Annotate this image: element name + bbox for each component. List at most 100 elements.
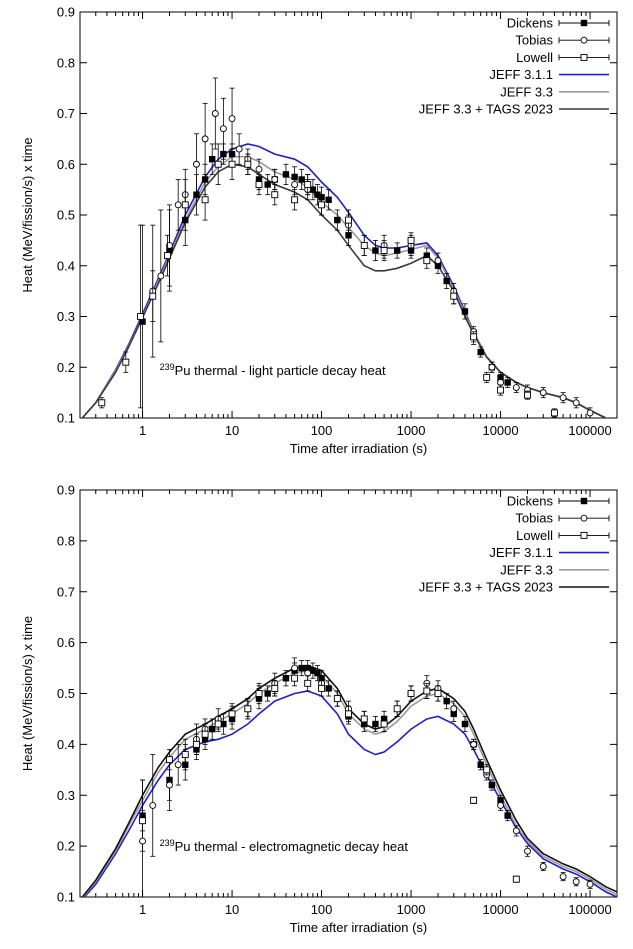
lowell-point xyxy=(434,690,442,697)
y-axis-title: Heat (MeV/fission/s) x time xyxy=(20,137,35,292)
lowell-point xyxy=(360,241,368,249)
y-tick-label: 0.9 xyxy=(57,483,75,498)
x-tick-label: 100000 xyxy=(568,902,611,917)
lowell-point xyxy=(497,386,505,394)
y-tick-label: 0.8 xyxy=(57,533,75,548)
lowell-point xyxy=(483,766,491,774)
tobias-point xyxy=(228,115,236,123)
series-line-jeff-3-3-tags-2023 xyxy=(81,163,608,418)
y-tick-label: 0.5 xyxy=(57,686,75,701)
x-tick-label: 1 xyxy=(139,902,146,917)
lowell-point xyxy=(550,409,558,417)
x-tick-label: 100 xyxy=(311,902,333,917)
lowell-point xyxy=(164,252,171,260)
tobias-point xyxy=(139,837,147,845)
lowell-point xyxy=(318,684,326,692)
dickens-point xyxy=(325,685,332,692)
legend-label: Lowell xyxy=(516,528,553,543)
lowell-point xyxy=(423,257,431,265)
tobias-point xyxy=(497,379,505,386)
lowell-point xyxy=(407,236,415,244)
series-line-jeff-3-3-tags-2023 xyxy=(81,664,617,897)
tobias-point xyxy=(271,176,279,183)
tobias-point xyxy=(559,394,567,402)
lowell-point xyxy=(512,875,520,883)
tobias-point xyxy=(434,257,442,265)
tobias-point xyxy=(166,781,173,789)
lowell-point xyxy=(345,710,352,718)
dickens-point xyxy=(282,675,290,682)
lowell-point xyxy=(181,751,189,758)
tobias-point xyxy=(512,827,520,835)
lowell-point xyxy=(228,710,236,718)
x-tick-label: 10 xyxy=(225,423,239,438)
dickens-point xyxy=(209,155,216,163)
dickens-point xyxy=(461,720,469,728)
y-tick-label: 0.9 xyxy=(57,5,75,20)
lowell-point xyxy=(470,333,478,341)
tobias-point xyxy=(201,135,209,143)
dickens-point xyxy=(209,725,216,733)
tobias-point xyxy=(219,125,227,133)
dickens-point xyxy=(443,697,450,705)
tobias-point xyxy=(572,399,580,407)
y-tick-label: 0.2 xyxy=(57,360,75,375)
dickens-point xyxy=(282,171,290,178)
annotation-text: Pu thermal - light particle decay heat xyxy=(175,363,386,378)
lowell-point xyxy=(137,313,145,320)
chart-panel-bottom: 0.1 0.2 0.3 0.4 0.5 0.6 0.7 0.8 0.9 1 10 100 1000 100… xyxy=(20,483,618,935)
lowell-point xyxy=(450,292,458,300)
y-tick-label: 0.7 xyxy=(57,106,75,121)
lowell-point xyxy=(214,160,222,168)
dickens-point xyxy=(504,379,511,386)
legend-label: JEFF 3.3 xyxy=(500,562,553,577)
dickens-point xyxy=(298,664,305,672)
tobias-point xyxy=(291,664,299,672)
tobias-point xyxy=(174,761,182,769)
y-tick-label: 0.7 xyxy=(57,584,75,599)
lowell-point xyxy=(291,196,299,204)
x-tick-label: 1000 xyxy=(397,423,426,438)
tobias-point xyxy=(572,878,580,886)
tobias-point xyxy=(235,145,243,153)
x-tick-label: 100 xyxy=(311,423,333,438)
annotation-superscript: 239 xyxy=(160,362,175,372)
x-axis-title: Time after irradiation (s) xyxy=(290,441,428,456)
lowell-point xyxy=(333,695,341,703)
tobias-point xyxy=(255,165,263,173)
lowell-point xyxy=(345,216,352,224)
lowell-point xyxy=(304,679,312,687)
tobias-point xyxy=(149,801,157,809)
lowell-point xyxy=(192,740,200,748)
lowell-point xyxy=(271,191,279,199)
lowell-point xyxy=(483,373,491,381)
legend-label: Tobias xyxy=(515,511,553,526)
x-axis-title: Time after irradiation (s) xyxy=(290,920,428,935)
lowell-point xyxy=(291,674,299,682)
y-tick-label: 0.4 xyxy=(57,737,75,752)
dickens-point xyxy=(220,720,227,728)
dickens-point xyxy=(298,176,305,183)
lowell-point xyxy=(271,684,279,692)
y-tick-label: 0.1 xyxy=(57,411,75,426)
y-tick-label: 0.4 xyxy=(57,258,75,273)
x-tick-label: 1 xyxy=(139,423,146,438)
legend-label: JEFF 3.3 + TAGS 2023 xyxy=(419,580,553,595)
dickens-point xyxy=(314,191,321,198)
dickens-point xyxy=(393,247,401,254)
dickens-point xyxy=(488,781,496,789)
lowell-point xyxy=(304,181,312,189)
dickens-point xyxy=(504,812,511,819)
legend-label: JEFF 3.1.1 xyxy=(489,67,553,82)
dickens-point xyxy=(309,667,317,674)
dickens-point xyxy=(372,720,379,728)
legend-marker xyxy=(580,531,588,539)
dickens-point xyxy=(477,761,484,768)
lowell-point xyxy=(244,160,252,168)
tobias-point xyxy=(174,201,182,209)
lowell-point xyxy=(201,196,209,204)
lowell-point xyxy=(255,181,263,189)
lowell-point xyxy=(318,201,326,209)
tobias-point xyxy=(166,241,173,249)
tobias-point xyxy=(559,873,567,881)
